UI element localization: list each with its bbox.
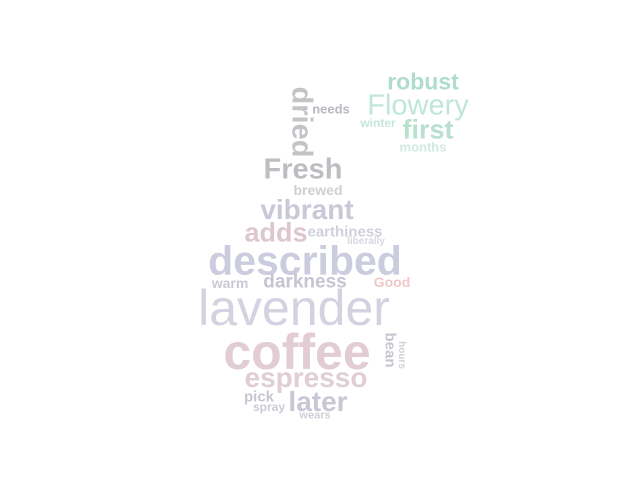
word-brewed: brewed — [293, 182, 343, 198]
word-pick: pick — [243, 388, 275, 406]
word-flowery: Flowery — [367, 89, 469, 122]
word-needs: needs — [312, 101, 350, 117]
word-hours: hours — [396, 341, 407, 369]
word-dried: dried — [285, 86, 318, 158]
word-warm: warm — [211, 275, 249, 291]
word-described: described — [208, 237, 402, 284]
word-spray: spray — [252, 400, 286, 414]
word-liberally: liberally — [347, 236, 385, 247]
word-later: later — [288, 386, 348, 417]
word-espresso: espresso — [244, 362, 368, 393]
word-good: Good — [373, 274, 411, 290]
word-earthiness: earthiness — [307, 223, 383, 241]
word-fresh: Fresh — [263, 153, 343, 186]
word-adds: adds — [244, 217, 308, 248]
word-first: first — [402, 114, 454, 145]
word-darkness: darkness — [263, 271, 347, 293]
word-vibrant: vibrant — [260, 194, 354, 225]
word-wears: wears — [299, 409, 331, 422]
word-months: months — [399, 139, 447, 155]
word-robust: robust — [387, 68, 459, 95]
word-lavender: lavender — [198, 280, 390, 336]
word-winter: winter — [360, 116, 396, 130]
word-coffee: coffee — [223, 324, 371, 380]
